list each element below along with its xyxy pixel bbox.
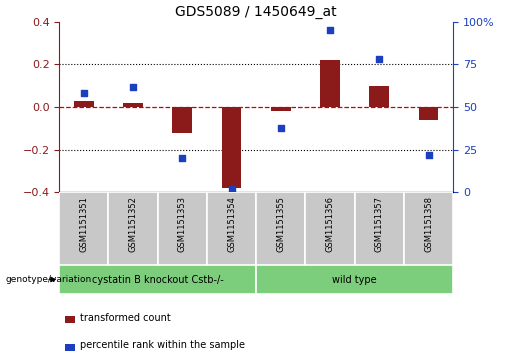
Bar	[404, 192, 453, 265]
Bar	[123, 103, 143, 107]
Point	[228, 186, 236, 192]
Bar	[65, 317, 75, 323]
Bar	[74, 101, 94, 107]
Bar	[59, 192, 109, 265]
Bar	[158, 192, 207, 265]
Text: GSM1151358: GSM1151358	[424, 196, 433, 252]
Bar	[305, 192, 355, 265]
Text: genotype/variation: genotype/variation	[6, 275, 92, 284]
Point	[424, 152, 433, 158]
Bar	[222, 107, 242, 188]
Bar	[419, 107, 438, 120]
Point	[178, 155, 186, 161]
Point	[277, 125, 285, 130]
Bar	[369, 86, 389, 107]
Text: GSM1151351: GSM1151351	[79, 196, 89, 252]
Point	[326, 28, 334, 33]
Point	[375, 56, 384, 62]
Bar	[355, 192, 404, 265]
Point	[129, 84, 137, 90]
Point	[80, 90, 88, 96]
Text: GSM1151356: GSM1151356	[325, 196, 335, 252]
Text: GSM1151355: GSM1151355	[277, 196, 285, 252]
Text: wild type: wild type	[332, 274, 377, 285]
Text: GSM1151357: GSM1151357	[375, 196, 384, 252]
Bar	[256, 265, 453, 294]
Text: GSM1151353: GSM1151353	[178, 196, 187, 252]
Text: transformed count: transformed count	[80, 313, 171, 323]
Text: percentile rank within the sample: percentile rank within the sample	[80, 340, 245, 350]
Text: GSM1151352: GSM1151352	[129, 196, 138, 252]
Text: cystatin B knockout Cstb-/-: cystatin B knockout Cstb-/-	[92, 274, 224, 285]
Text: GSM1151354: GSM1151354	[227, 196, 236, 252]
Bar	[65, 344, 75, 351]
Bar	[320, 60, 340, 107]
Bar	[173, 107, 192, 133]
Bar	[59, 265, 256, 294]
Bar	[256, 192, 305, 265]
Title: GDS5089 / 1450649_at: GDS5089 / 1450649_at	[176, 5, 337, 19]
Bar	[207, 192, 256, 265]
Bar	[271, 107, 290, 111]
Bar	[109, 192, 158, 265]
